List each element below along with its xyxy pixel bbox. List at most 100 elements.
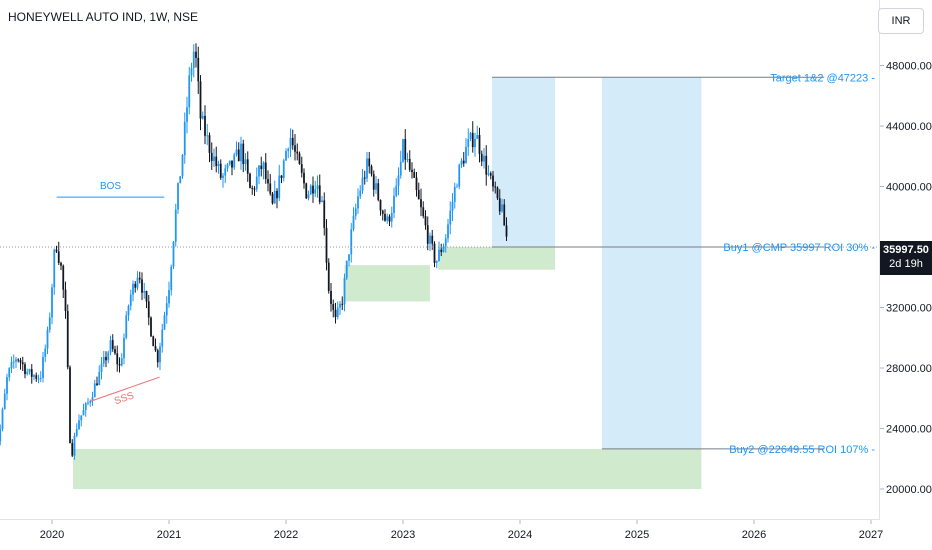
candle-225 <box>498 189 501 215</box>
candle-76 <box>163 311 166 331</box>
candle-153 <box>336 301 339 320</box>
candle-126 <box>276 188 278 209</box>
candle-19 <box>35 372 38 382</box>
candle-93 <box>201 111 204 120</box>
currency-selector[interactable]: INR <box>878 8 924 34</box>
y-tick-label: 40000.00 <box>886 182 932 194</box>
candle-56 <box>118 357 121 373</box>
candle-190 <box>420 188 422 217</box>
candle-41 <box>84 402 87 417</box>
candle-63 <box>134 281 137 293</box>
candle-137 <box>300 156 303 178</box>
candle-108 <box>235 141 238 157</box>
candle-8 <box>10 356 13 374</box>
candle-199 <box>440 243 443 257</box>
candle-133 <box>291 129 294 150</box>
candle-143 <box>314 180 317 197</box>
candle-161 <box>354 203 357 220</box>
candle-20 <box>37 374 40 384</box>
candle-43 <box>89 399 92 407</box>
candle-191 <box>422 201 425 219</box>
bos-label: BOS <box>100 181 121 192</box>
candle-129 <box>282 158 285 182</box>
candle-35 <box>71 439 74 458</box>
candle-90 <box>195 43 197 68</box>
candle-37 <box>75 423 78 438</box>
x-tick-label: 2022 <box>274 529 298 541</box>
candle-151 <box>332 299 335 318</box>
candle-141 <box>309 184 312 195</box>
candle-65 <box>138 271 141 284</box>
x-tick-label: 2027 <box>859 529 883 541</box>
candle-59 <box>125 311 128 340</box>
candle-185 <box>408 150 411 172</box>
buy2-22649-55-roi-107-label: Buy2 @22649.55 ROI 107% - <box>729 444 875 456</box>
candle-198 <box>438 241 440 262</box>
candle-217 <box>480 150 483 167</box>
candle-174 <box>384 209 386 222</box>
candle-212 <box>469 132 472 142</box>
candle-100 <box>217 160 220 174</box>
candle-97 <box>210 142 213 171</box>
candle-177 <box>390 206 393 228</box>
candle-184 <box>406 152 409 163</box>
candle-29 <box>57 241 60 266</box>
chart-title: HONEYWELL AUTO IND, 1W, NSE <box>8 10 199 24</box>
candle-32 <box>64 281 67 319</box>
candle-101 <box>219 159 222 180</box>
current-price-badge: 35997.50 2d 19h <box>880 241 932 275</box>
time-axis[interactable]: 2020 2021 2022 2023 2024 2025 2026 2027 <box>40 520 883 541</box>
candle-130 <box>285 148 287 161</box>
candle-206 <box>456 183 458 188</box>
candle-160 <box>352 207 355 232</box>
candle-194 <box>429 232 431 252</box>
candle-27 <box>53 248 56 295</box>
candle-72 <box>154 338 157 352</box>
candle-180 <box>397 167 400 196</box>
x-tick-label: 2021 <box>157 529 181 541</box>
y-tick-label: 20000.00 <box>886 484 932 496</box>
candle-204 <box>451 193 454 222</box>
candle-81 <box>174 203 177 247</box>
candle-53 <box>111 334 114 352</box>
candle-105 <box>228 160 231 166</box>
candle-6 <box>6 373 8 401</box>
candle-170 <box>375 176 377 194</box>
candle-214 <box>474 132 476 157</box>
y-tick-label: 28000.00 <box>886 363 932 375</box>
candle-173 <box>381 209 384 221</box>
candle-46 <box>96 376 98 386</box>
candle-222 <box>492 170 494 192</box>
candle-181 <box>399 150 402 179</box>
candle-42 <box>87 397 89 406</box>
candle-148 <box>325 219 328 271</box>
candle-158 <box>348 254 350 267</box>
price-axis[interactable]: 20000.00 24000.00 28000.00 32000.00 40000.00… <box>880 61 932 497</box>
candle-122 <box>267 170 269 192</box>
candle-87 <box>188 66 191 115</box>
candle-183 <box>404 129 407 170</box>
candle-83 <box>179 176 182 184</box>
candle-48 <box>100 357 103 380</box>
candle-69 <box>147 295 150 326</box>
candle-128 <box>280 175 283 184</box>
candle-17 <box>30 364 33 384</box>
candle-103 <box>224 164 227 184</box>
candle-58 <box>123 333 125 365</box>
demand-zone-5 <box>73 448 702 489</box>
candle-221 <box>489 171 492 180</box>
sss-line <box>90 376 160 402</box>
x-tick-label: 2020 <box>40 529 64 541</box>
candle-200 <box>442 243 445 253</box>
candle-192 <box>424 210 427 230</box>
candle-75 <box>161 323 164 353</box>
candle-13 <box>21 356 24 371</box>
candle-193 <box>426 216 429 251</box>
candle-38 <box>78 414 80 430</box>
candles-layer <box>0 43 508 460</box>
candle-117 <box>255 167 258 192</box>
target-zone-2 <box>601 77 702 449</box>
candle-28 <box>55 245 58 253</box>
candle-146 <box>321 195 323 203</box>
